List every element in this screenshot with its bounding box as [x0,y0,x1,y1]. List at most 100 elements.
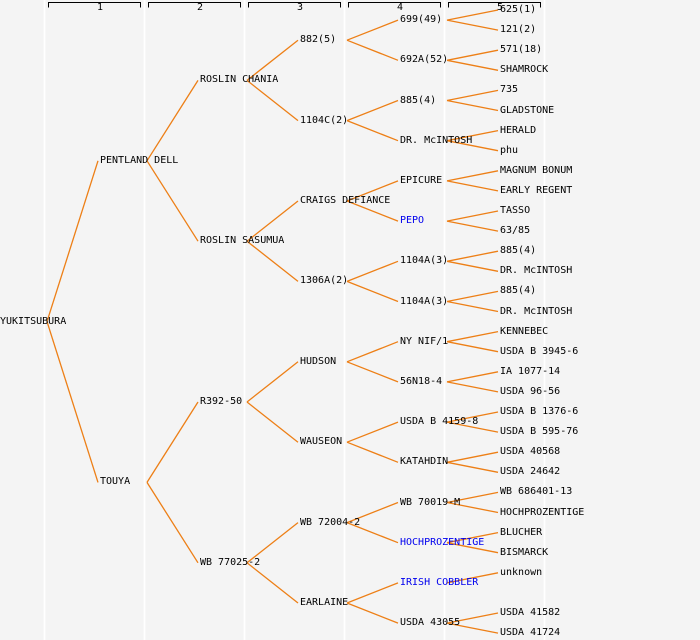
node-usdab3945: USDA B 3945-6 [500,345,579,357]
node-nynif: NY NIF/1 [400,335,449,347]
node-irish[interactable]: IRISH COBBLER [400,576,479,588]
node-gladstone: GLADSTONE [500,104,555,116]
node-wb70019: WB 70019-M [400,496,461,508]
generation-axis-brackets [48,2,541,8]
node-r392: R392-50 [200,396,243,407]
node-n571: 571(18) [500,44,543,56]
node-phu: phu [500,144,519,156]
node-usda40568: USDA 40568 [500,446,561,458]
node-usda43055: USDA 43055 [400,617,461,629]
pedigree-edge [346,521,399,544]
node-g4_hoch[interactable]: HOCHPROZENTIGE [400,536,485,548]
generation-axis-number: 1 [96,2,104,13]
pedigree-edge [246,562,299,604]
pedigree-edge [446,411,499,423]
pedigree-edge [446,19,499,31]
node-g4_885: 885(4) [400,94,437,106]
pedigree-edge [446,49,499,61]
node-epicure: EPICURE [400,174,443,186]
pedigree-edge [446,170,499,182]
node-craigs: CRAIGS DEFIANCE [300,195,391,206]
generation-axis-number: 3 [296,2,304,13]
node-g5_drmb: DR. McINTOSH [500,305,573,317]
node-g5_885a: 885(4) [500,245,537,257]
node-wb72004: WB 72004-2 [300,516,361,528]
node-usdab1376: USDA B 1376-6 [500,406,579,417]
node-n121: 121(2) [500,24,537,36]
node-n735: 735 [500,84,519,96]
node-n692a: 692A(52) [400,54,449,66]
pedigree-edge [446,290,499,303]
node-touya: TOUYA [100,476,131,488]
pedigree-edge [446,99,499,112]
node-wb77025: WB 77025-2 [200,556,261,568]
node-pentland: PENTLAND DELL [100,154,179,166]
pedigree-edge [346,200,399,222]
pedigree-edge [246,39,299,81]
pedigree-edge [446,501,499,514]
pedigree-edge [246,401,299,443]
pedigree-edge [446,491,499,504]
pedigree-edge [446,572,499,584]
pedigree-edge [446,330,499,343]
pedigree-edge [346,341,399,363]
node-katahdin: KATAHDIN [400,456,449,468]
node-g4_1104b: 1104A(3) [400,295,449,307]
pedigree-edge [446,612,499,624]
node-g5_885b: 885(4) [500,285,537,297]
node-early: EARLY REGENT [500,184,573,196]
node-g4_1104a: 1104A(3) [400,255,449,267]
node-usda41724: USDA 41724 [500,627,561,639]
pedigree-edge [46,321,99,483]
pedigree-edge [446,300,499,313]
node-tasso: TASSO [500,205,531,216]
node-chania: ROSLIN CHANIA [200,74,279,86]
node-usda41582: USDA 41582 [500,607,561,618]
node-sasumua: ROSLIN SASUMUA [200,235,285,247]
pedigree-edge [446,451,499,463]
pedigree-edge [346,99,399,122]
pedigree-edge [446,421,499,433]
node-unknown: unknown [500,566,543,578]
pedigree-edge [446,180,499,192]
node-n625: 625(1) [500,4,537,15]
node-n882: 882(5) [300,34,337,46]
node-magnum: MAGNUM BONUM [500,164,573,176]
node-n699: 699(49) [400,14,443,26]
node-pepo[interactable]: PEPO [400,215,425,227]
pedigree-edge [346,421,399,443]
pedigree-edge [446,250,499,262]
node-herald: HERALD [500,124,537,136]
pedigree-edge [146,482,199,564]
node-blucher: BLUCHER [500,526,543,538]
node-n6385: 63/85 [500,225,531,237]
node-g4_drm: DR. McINTOSH [400,134,473,146]
pedigree-edge [346,361,399,383]
pedigree-edge [346,280,399,303]
node-usda24642: USDA 24642 [500,466,561,478]
pedigree-edge [246,200,299,242]
pedigree-edge [346,119,399,142]
pedigree-edge [446,381,499,393]
pedigree-edge [346,19,399,41]
pedigree-edge [446,129,499,142]
node-wauseon: WAUSEON [300,436,343,448]
generation-axis-number: 2 [196,2,204,13]
pedigree-edge [346,602,399,624]
pedigree-edge [446,210,499,222]
pedigree-edge [146,401,199,483]
node-bismarck: BISMARCK [500,546,549,558]
node-wb686401: WB 686401-13 [500,486,573,498]
pedigree-edge [346,39,399,61]
node-n1104c: 1104C(2) [300,114,349,126]
pedigree-edge [446,59,499,71]
pedigree-edges [46,9,499,634]
node-root: YUKITSUBURA [0,315,67,327]
node-n1306a: 1306A(2) [300,275,349,287]
node-hudson: HUDSON [300,355,337,367]
pedigree-edge [46,160,99,322]
pedigree-edge [146,80,199,162]
pedigree-edge [346,260,399,283]
